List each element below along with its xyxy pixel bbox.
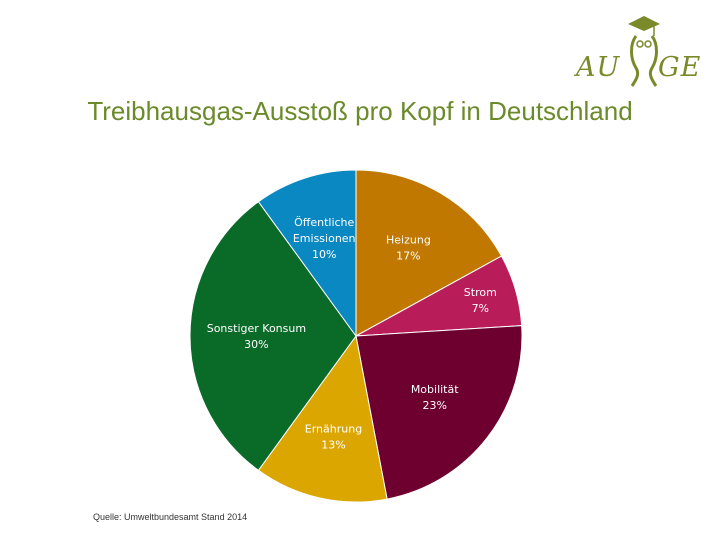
logo-text-left: AU — [576, 52, 621, 83]
logo-text-right: GE — [658, 52, 702, 83]
pie-percent-label: 7% — [472, 302, 489, 315]
pie-slice-label: Sonstiger Konsum — [207, 322, 306, 335]
pie-slice-mobilitaet — [355, 325, 523, 500]
auge-logo: AU GE — [572, 12, 716, 90]
pie-slice-label: Heizung — [386, 233, 431, 246]
page-title: Treibhausgas-Ausstoß pro Kopf in Deutsch… — [87, 96, 633, 126]
pie-slice-label: Emissionen — [293, 232, 356, 245]
pie-percent-label: 10% — [312, 248, 336, 261]
pie-percent-label: 17% — [396, 249, 420, 262]
pie-slice-ernaehrung — [257, 334, 388, 503]
owl-mortarboard-icon — [628, 16, 660, 87]
pie-percent-label: 30% — [244, 338, 268, 351]
pie-percent-label: 13% — [321, 438, 345, 451]
pie-slice-label: Strom — [464, 286, 497, 299]
pie-percent-label: 23% — [422, 399, 446, 412]
pie-slice-label: Mobilität — [411, 383, 459, 396]
pie-slice-label: Ernährung — [305, 422, 362, 435]
pie-slice-oeffentliche-emissionen — [257, 169, 357, 338]
source-note: Quelle: Umweltbundesamt Stand 2014 — [93, 512, 248, 522]
pie-slice-label: Öffentliche — [294, 216, 354, 229]
pie-slice-sonstiger-konsum — [189, 201, 357, 471]
pie-slice-heizung — [355, 169, 503, 337]
